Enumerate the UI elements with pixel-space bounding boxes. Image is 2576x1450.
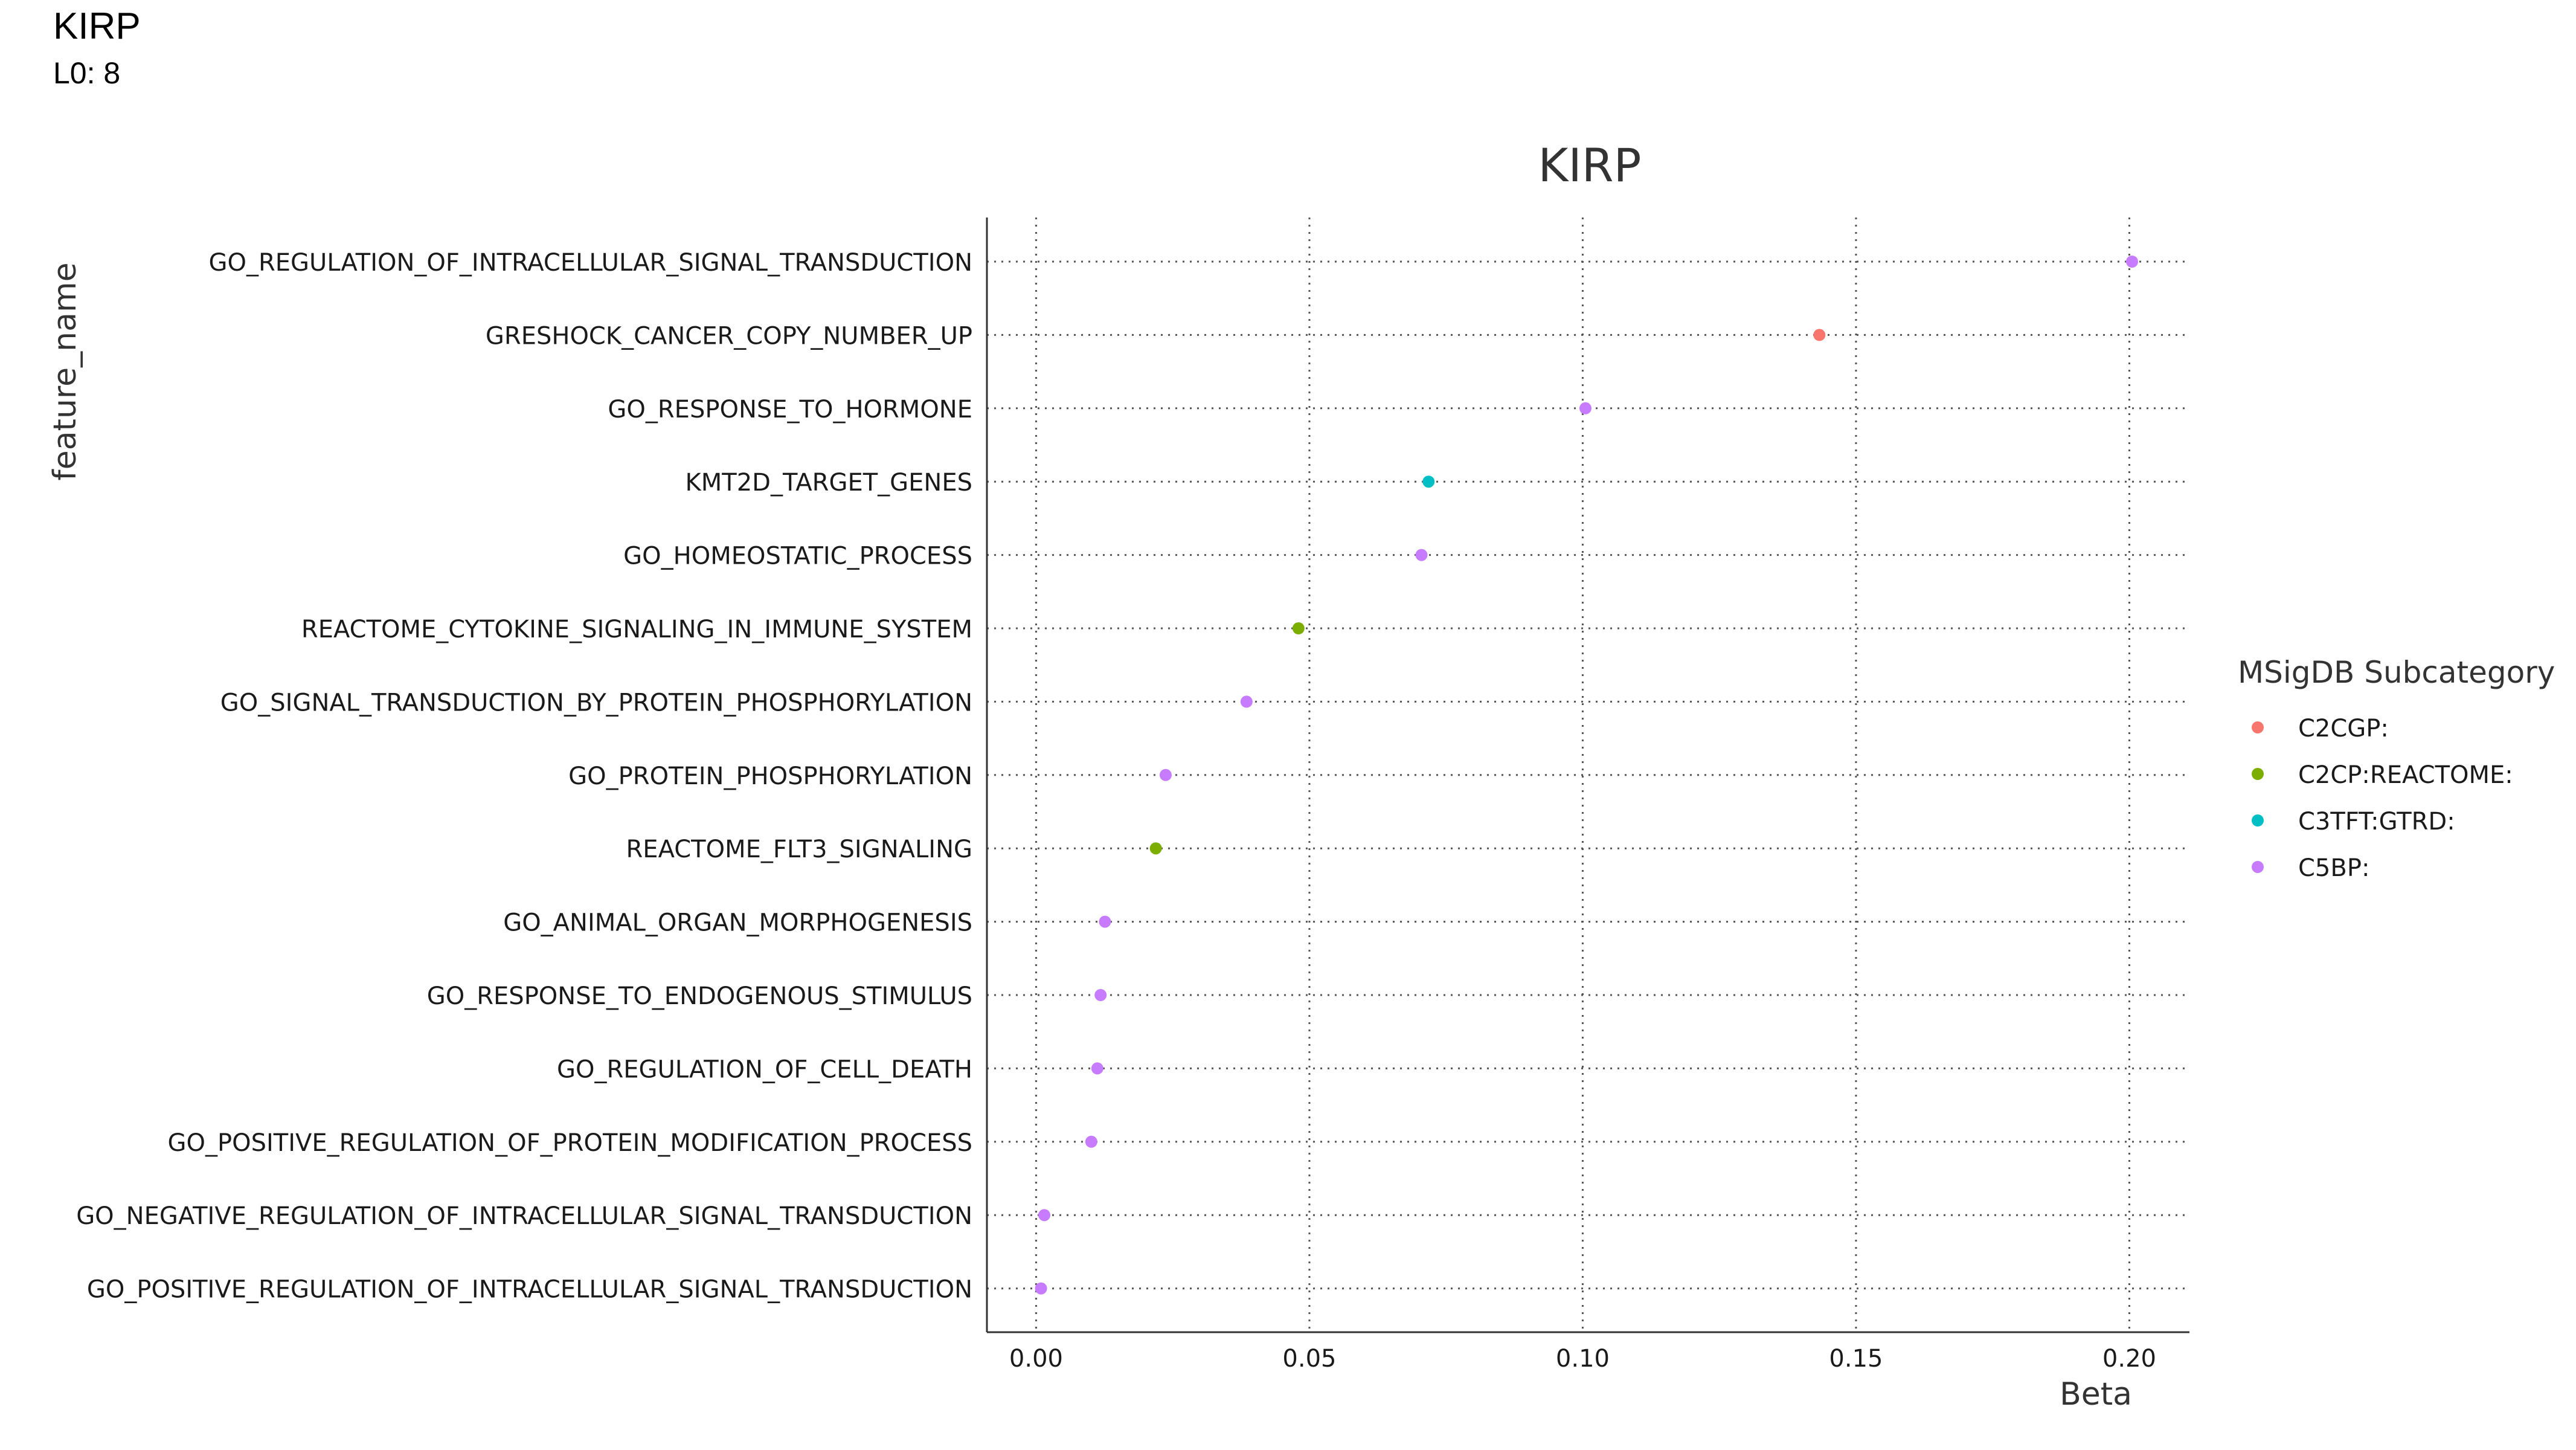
header-subtitle: L0: 8 [53,56,121,90]
data-point [1085,1135,1097,1148]
y-axis-title: feature_name [47,262,83,480]
data-point [1422,475,1435,488]
data-point [1149,842,1162,855]
x-axis-title: Beta [2060,1376,2132,1413]
y-tick-label: GO_RESPONSE_TO_HORMONE [608,396,972,424]
data-point [1038,1209,1051,1222]
y-tick-label: GO_HOMEOSTATIC_PROCESS [623,543,972,570]
legend-swatch [2252,861,2264,873]
chart-title: KIRP [1538,138,1642,192]
header-title: KIRP [53,5,141,47]
data-point [1579,402,1592,414]
y-tick-label: REACTOME_CYTOKINE_SIGNALING_IN_IMMUNE_SY… [301,616,972,643]
x-tick-label: 0.05 [1282,1345,1336,1373]
y-tick-labels: GO_REGULATION_OF_INTRACELLULAR_SIGNAL_TR… [76,249,972,1304]
y-tick-label: GO_REGULATION_OF_CELL_DEATH [557,1055,972,1083]
y-tick-label: GO_ANIMAL_ORGAN_MORPHOGENESIS [503,909,972,937]
points [1035,256,2138,1295]
legend: C2CGP: C2CP:REACTOME: C3TFT:GTRD: C5BP: [2252,715,2513,882]
data-point [1813,329,1826,341]
y-tick-label: REACTOME_FLT3_SIGNALING [626,836,973,863]
legend-label: C2CGP: [2298,715,2389,743]
y-tick-label: KMT2D_TARGET_GENES [686,469,972,497]
legend-swatch [2252,814,2264,826]
legend-label: C2CP:REACTOME: [2298,761,2513,789]
data-point [1091,1062,1103,1075]
grid [987,218,2189,1332]
x-tick-label: 0.15 [1829,1345,1883,1373]
data-point [1292,622,1305,634]
legend-label: C3TFT:GTRD: [2298,808,2455,836]
data-point [1240,695,1253,708]
legend-label: C5BP: [2298,854,2369,882]
legend-title: MSigDB Subcategory [2238,655,2555,690]
x-tick-labels: 0.00 0.05 0.10 0.15 0.20 [1009,1345,2156,1373]
legend-swatch [2252,721,2264,733]
y-tick-label: GO_POSITIVE_REGULATION_OF_INTRACELLULAR_… [87,1276,972,1304]
data-point [1094,989,1107,1001]
y-tick-label: GO_RESPONSE_TO_ENDOGENOUS_STIMULUS [427,982,972,1010]
y-tick-label: GO_PROTEIN_PHOSPHORYLATION [568,762,972,790]
y-tick-label: GO_REGULATION_OF_INTRACELLULAR_SIGNAL_TR… [209,249,973,277]
y-tick-label: GO_SIGNAL_TRANSDUCTION_BY_PROTEIN_PHOSPH… [220,689,972,717]
x-tick-label: 0.10 [1556,1345,1610,1373]
data-point [1415,549,1428,561]
legend-swatch [2252,768,2264,780]
y-tick-label: GRESHOCK_CANCER_COPY_NUMBER_UP [486,322,972,350]
data-point [1159,768,1172,781]
y-tick-label: GO_NEGATIVE_REGULATION_OF_INTRACELLULAR_… [76,1202,972,1230]
data-point [1035,1282,1047,1295]
data-point [2125,256,2138,268]
data-point [1099,915,1111,928]
x-tick-label: 0.00 [1009,1345,1063,1373]
x-tick-label: 0.20 [2102,1345,2156,1373]
y-tick-label: GO_POSITIVE_REGULATION_OF_PROTEIN_MODIFI… [168,1129,973,1157]
